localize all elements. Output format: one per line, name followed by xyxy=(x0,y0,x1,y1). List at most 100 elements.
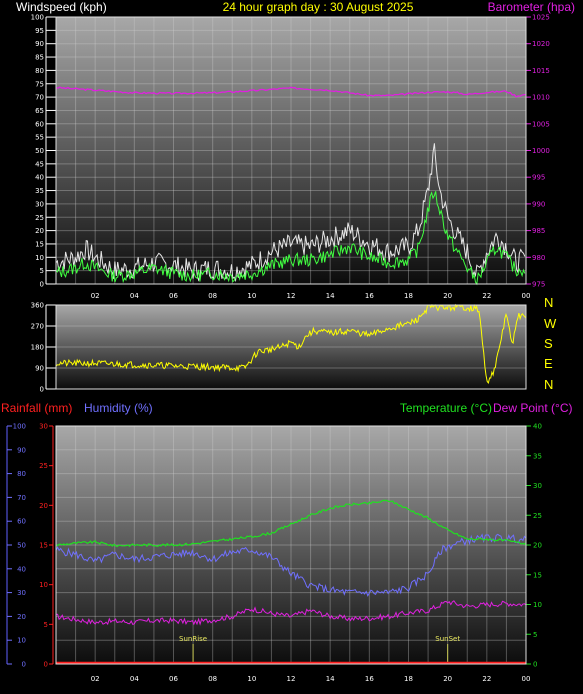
windspeed-tick-label: 50 xyxy=(35,147,44,155)
barometer-tick-label: 995 xyxy=(532,174,545,182)
windspeed-tick-label: 20 xyxy=(35,227,44,235)
hour-label: 20 xyxy=(443,292,452,300)
hour-label: 14 xyxy=(326,292,335,300)
rainfall-axis-title: Rainfall (mm) xyxy=(1,401,72,415)
barometer-tick-label: 985 xyxy=(532,227,545,235)
rainfall-tick-label: 20 xyxy=(39,502,48,510)
windspeed-tick-label: 55 xyxy=(35,134,44,142)
sun-event-label: SunSet xyxy=(435,635,460,643)
windspeed-tick-label: 75 xyxy=(35,80,44,88)
compass-label: N xyxy=(544,377,553,392)
humidity-tick-label: 30 xyxy=(17,589,26,597)
temperature-tick-label: 20 xyxy=(533,542,542,550)
barometer-tick-label: 1010 xyxy=(532,94,550,102)
humidity-tick-label: 20 xyxy=(17,613,26,621)
humidity-tick-label: 40 xyxy=(17,565,26,573)
windspeed-tick-label: 30 xyxy=(35,200,44,208)
barometer-tick-label: 1015 xyxy=(532,67,550,75)
wind-gridlines xyxy=(55,16,527,285)
barometer-axis-title: Barometer (hpa) xyxy=(488,0,575,14)
hour-label: 06 xyxy=(169,292,178,300)
humidity-tick-label: 60 xyxy=(17,518,26,526)
direction-tick-label: 90 xyxy=(35,365,44,373)
humidity-tick-label: 80 xyxy=(17,470,26,478)
direction-tick-label: 180 xyxy=(31,344,44,352)
direction-tick-label: 0 xyxy=(40,386,44,394)
hour-label: 04 xyxy=(130,292,139,300)
hour-label: 02 xyxy=(91,292,100,300)
rainfall-tick-label: 30 xyxy=(39,423,48,431)
windspeed-tick-label: 65 xyxy=(35,107,44,115)
barometer-tick-label: 975 xyxy=(532,281,545,289)
barometer-line xyxy=(55,86,526,98)
hour-label: 12 xyxy=(287,675,296,683)
temperature-tick-label: 0 xyxy=(533,661,537,669)
hour-label: 22 xyxy=(482,675,491,683)
hour-label: 18 xyxy=(404,675,413,683)
hour-label: 12 xyxy=(287,292,296,300)
direction-tick-labels: 0 90 180 270 360 xyxy=(31,302,56,394)
windspeed-tick-label: 45 xyxy=(35,160,44,168)
temperature-tick-label: 40 xyxy=(533,423,542,431)
windspeed-tick-label: 95 xyxy=(35,27,44,35)
barometer-tick-label: 1025 xyxy=(532,14,550,22)
hour-label: 08 xyxy=(208,675,217,683)
rainfall-tick-label: 15 xyxy=(39,542,48,550)
dewpoint-axis-title: Dew Point (°C) xyxy=(493,401,572,415)
wind-average-line xyxy=(55,191,526,286)
rainfall-tick-label: 10 xyxy=(39,581,48,589)
hour-label: 06 xyxy=(169,675,178,683)
temperature-panel: 0 10 20 30 40 50 60 70 80 90 100 0 5 10 15 20 25 30 0 5 10… xyxy=(6,423,542,683)
windspeed-tick-label: 40 xyxy=(35,174,44,182)
humidity-tick-label: 10 xyxy=(17,637,26,645)
direction-tick-label: 360 xyxy=(31,302,44,310)
windspeed-tick-label: 15 xyxy=(35,240,44,248)
windspeed-tick-label: 60 xyxy=(35,120,44,128)
windspeed-tick-label: 80 xyxy=(35,67,44,75)
hour-label: 08 xyxy=(208,292,217,300)
humidity-line xyxy=(55,533,527,597)
wind-barometer-series xyxy=(55,86,526,286)
graph-title: 24 hour graph day : 30 August 2025 xyxy=(223,0,414,14)
humidity-tick-label: 90 xyxy=(17,446,26,454)
windspeed-tick-label: 5 xyxy=(40,267,44,275)
temperature-tick-label: 5 xyxy=(533,631,537,639)
windspeed-tick-label: 90 xyxy=(35,40,44,48)
temperature-series xyxy=(55,499,527,665)
barometer-tick-label: 1020 xyxy=(532,40,550,48)
barometer-tick-label: 1005 xyxy=(532,120,550,128)
humidity-tick-label: 0 xyxy=(22,661,26,669)
hour-label: 16 xyxy=(365,675,374,683)
direction-plot-background xyxy=(56,305,526,389)
temperature-line xyxy=(55,499,527,548)
wind-barometer-panel: 0510152025303540455055606570758085909510… xyxy=(31,14,550,301)
windspeed-line xyxy=(55,143,526,283)
hour-label: 02 xyxy=(91,675,100,683)
windspeed-tick-label: 25 xyxy=(35,214,44,222)
temperature-axis-title: Temperature (°C) xyxy=(400,401,492,415)
windspeed-tick-label: 10 xyxy=(35,254,44,262)
wind-hour-labels: 02 04 06 08 10 12 14 16 18 20 22 00 xyxy=(91,292,531,300)
temperature-tick-label: 25 xyxy=(533,512,542,520)
hour-label: 14 xyxy=(326,675,335,683)
hour-label: 00 xyxy=(522,292,531,300)
hour-label: 22 xyxy=(482,292,491,300)
windspeed-tick-label: 85 xyxy=(35,54,44,62)
barometer-tick-label: 1000 xyxy=(532,147,550,155)
hour-label: 18 xyxy=(404,292,413,300)
wind-direction-line xyxy=(55,303,527,384)
rainfall-tick-label: 25 xyxy=(39,462,48,470)
temperature-tick-label: 15 xyxy=(533,571,542,579)
sun-event-markers: SunRise SunSet xyxy=(179,635,460,664)
rainfall-tick-labels: 0 5 10 15 20 25 30 xyxy=(39,423,54,669)
hour-label: 00 xyxy=(522,675,531,683)
hour-label: 20 xyxy=(443,675,452,683)
humidity-tick-labels: 0 10 20 30 40 50 60 70 80 90 100 xyxy=(7,423,26,669)
direction-series xyxy=(55,303,527,384)
windspeed-tick-label: 35 xyxy=(35,187,44,195)
barometer-tick-labels: 975 980 985 990 995 1000 1005 1010 1015 1020 1025 xyxy=(525,14,550,289)
temperature-tick-label: 30 xyxy=(533,482,542,490)
dewpoint-line xyxy=(55,600,527,626)
